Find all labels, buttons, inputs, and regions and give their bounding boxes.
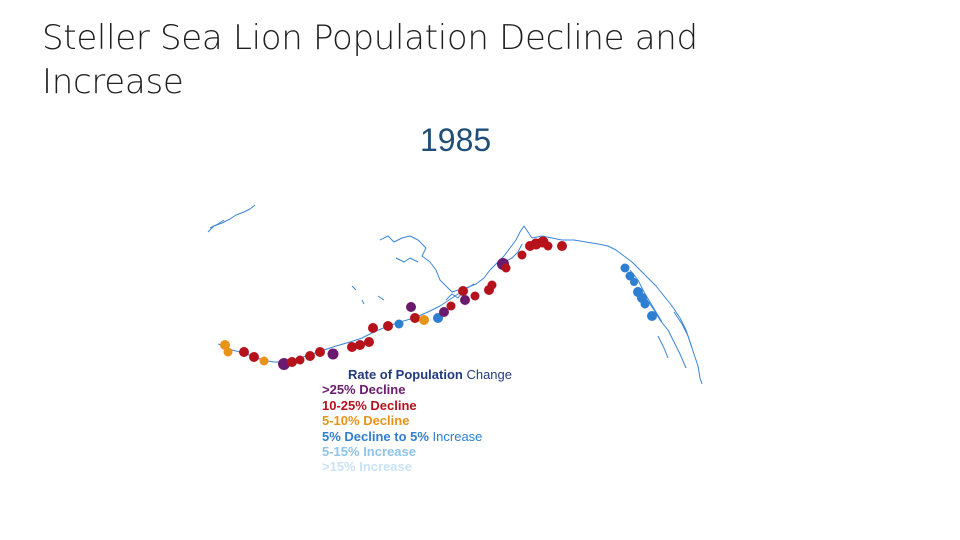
legend-title: Rate of Population Change xyxy=(322,367,512,382)
site-marker xyxy=(501,263,511,273)
site-marker xyxy=(315,347,325,357)
site-marker xyxy=(406,302,416,312)
legend-item-stable: 5% Decline to 5% Increase xyxy=(322,429,512,444)
site-marker xyxy=(439,307,449,317)
legend-item-gt15-increase: >15% Increase xyxy=(322,459,512,474)
site-marker xyxy=(239,347,249,357)
legend-label-light: Increase xyxy=(428,428,483,444)
legend-title-light: Change xyxy=(462,367,512,382)
year-label: 1985 xyxy=(420,122,492,158)
site-marker xyxy=(287,357,297,367)
population-change-legend: Rate of Population Change >25% Decline 1… xyxy=(322,367,512,475)
site-marker xyxy=(383,321,393,331)
site-marker xyxy=(647,311,657,321)
site-marker xyxy=(446,301,456,311)
site-marker xyxy=(557,241,567,251)
legend-label: 5-10% Decline xyxy=(322,413,410,429)
site-marker xyxy=(259,356,269,366)
legend-label-bold: 5% Decline to 5% xyxy=(322,428,429,444)
site-marker xyxy=(543,241,553,251)
site-marker xyxy=(460,295,470,305)
legend-item-5-15-increase: 5-15% Increase xyxy=(322,444,512,459)
site-marker xyxy=(410,313,420,323)
site-marker xyxy=(347,342,357,352)
legend-label: 10-25% Decline xyxy=(322,397,417,413)
coastline xyxy=(207,204,703,385)
site-marker xyxy=(278,358,290,370)
site-marker xyxy=(223,347,233,357)
legend-label: >25% Decline xyxy=(322,382,406,398)
legend-item-5-10-decline: 5-10% Decline xyxy=(322,413,512,428)
site-marker xyxy=(458,286,468,296)
site-marker xyxy=(249,352,259,362)
slide-title: Steller Sea Lion Population Decline and … xyxy=(42,18,698,102)
site-marker xyxy=(640,299,650,309)
site-marker xyxy=(368,323,378,333)
site-marker xyxy=(487,280,497,290)
site-marker xyxy=(625,271,635,281)
site-marker xyxy=(327,348,339,360)
legend-title-bold: Rate of Population xyxy=(348,367,463,382)
site-marker xyxy=(305,351,315,361)
site-marker xyxy=(220,340,230,350)
site-marker xyxy=(620,263,630,273)
legend-label: >15% Increase xyxy=(322,459,412,475)
site-marker xyxy=(364,337,374,347)
legend-label: 5-15% Increase xyxy=(322,444,416,460)
site-marker xyxy=(419,315,429,325)
site-marker xyxy=(394,319,404,329)
sea-lion-sites xyxy=(220,236,657,370)
legend-item-gt25-decline: >25% Decline xyxy=(322,382,512,397)
site-marker xyxy=(355,340,365,350)
site-marker xyxy=(517,250,527,260)
legend-item-10-25-decline: 10-25% Decline xyxy=(322,398,512,413)
site-marker xyxy=(470,291,480,301)
site-marker xyxy=(630,278,638,286)
site-marker xyxy=(295,355,305,365)
